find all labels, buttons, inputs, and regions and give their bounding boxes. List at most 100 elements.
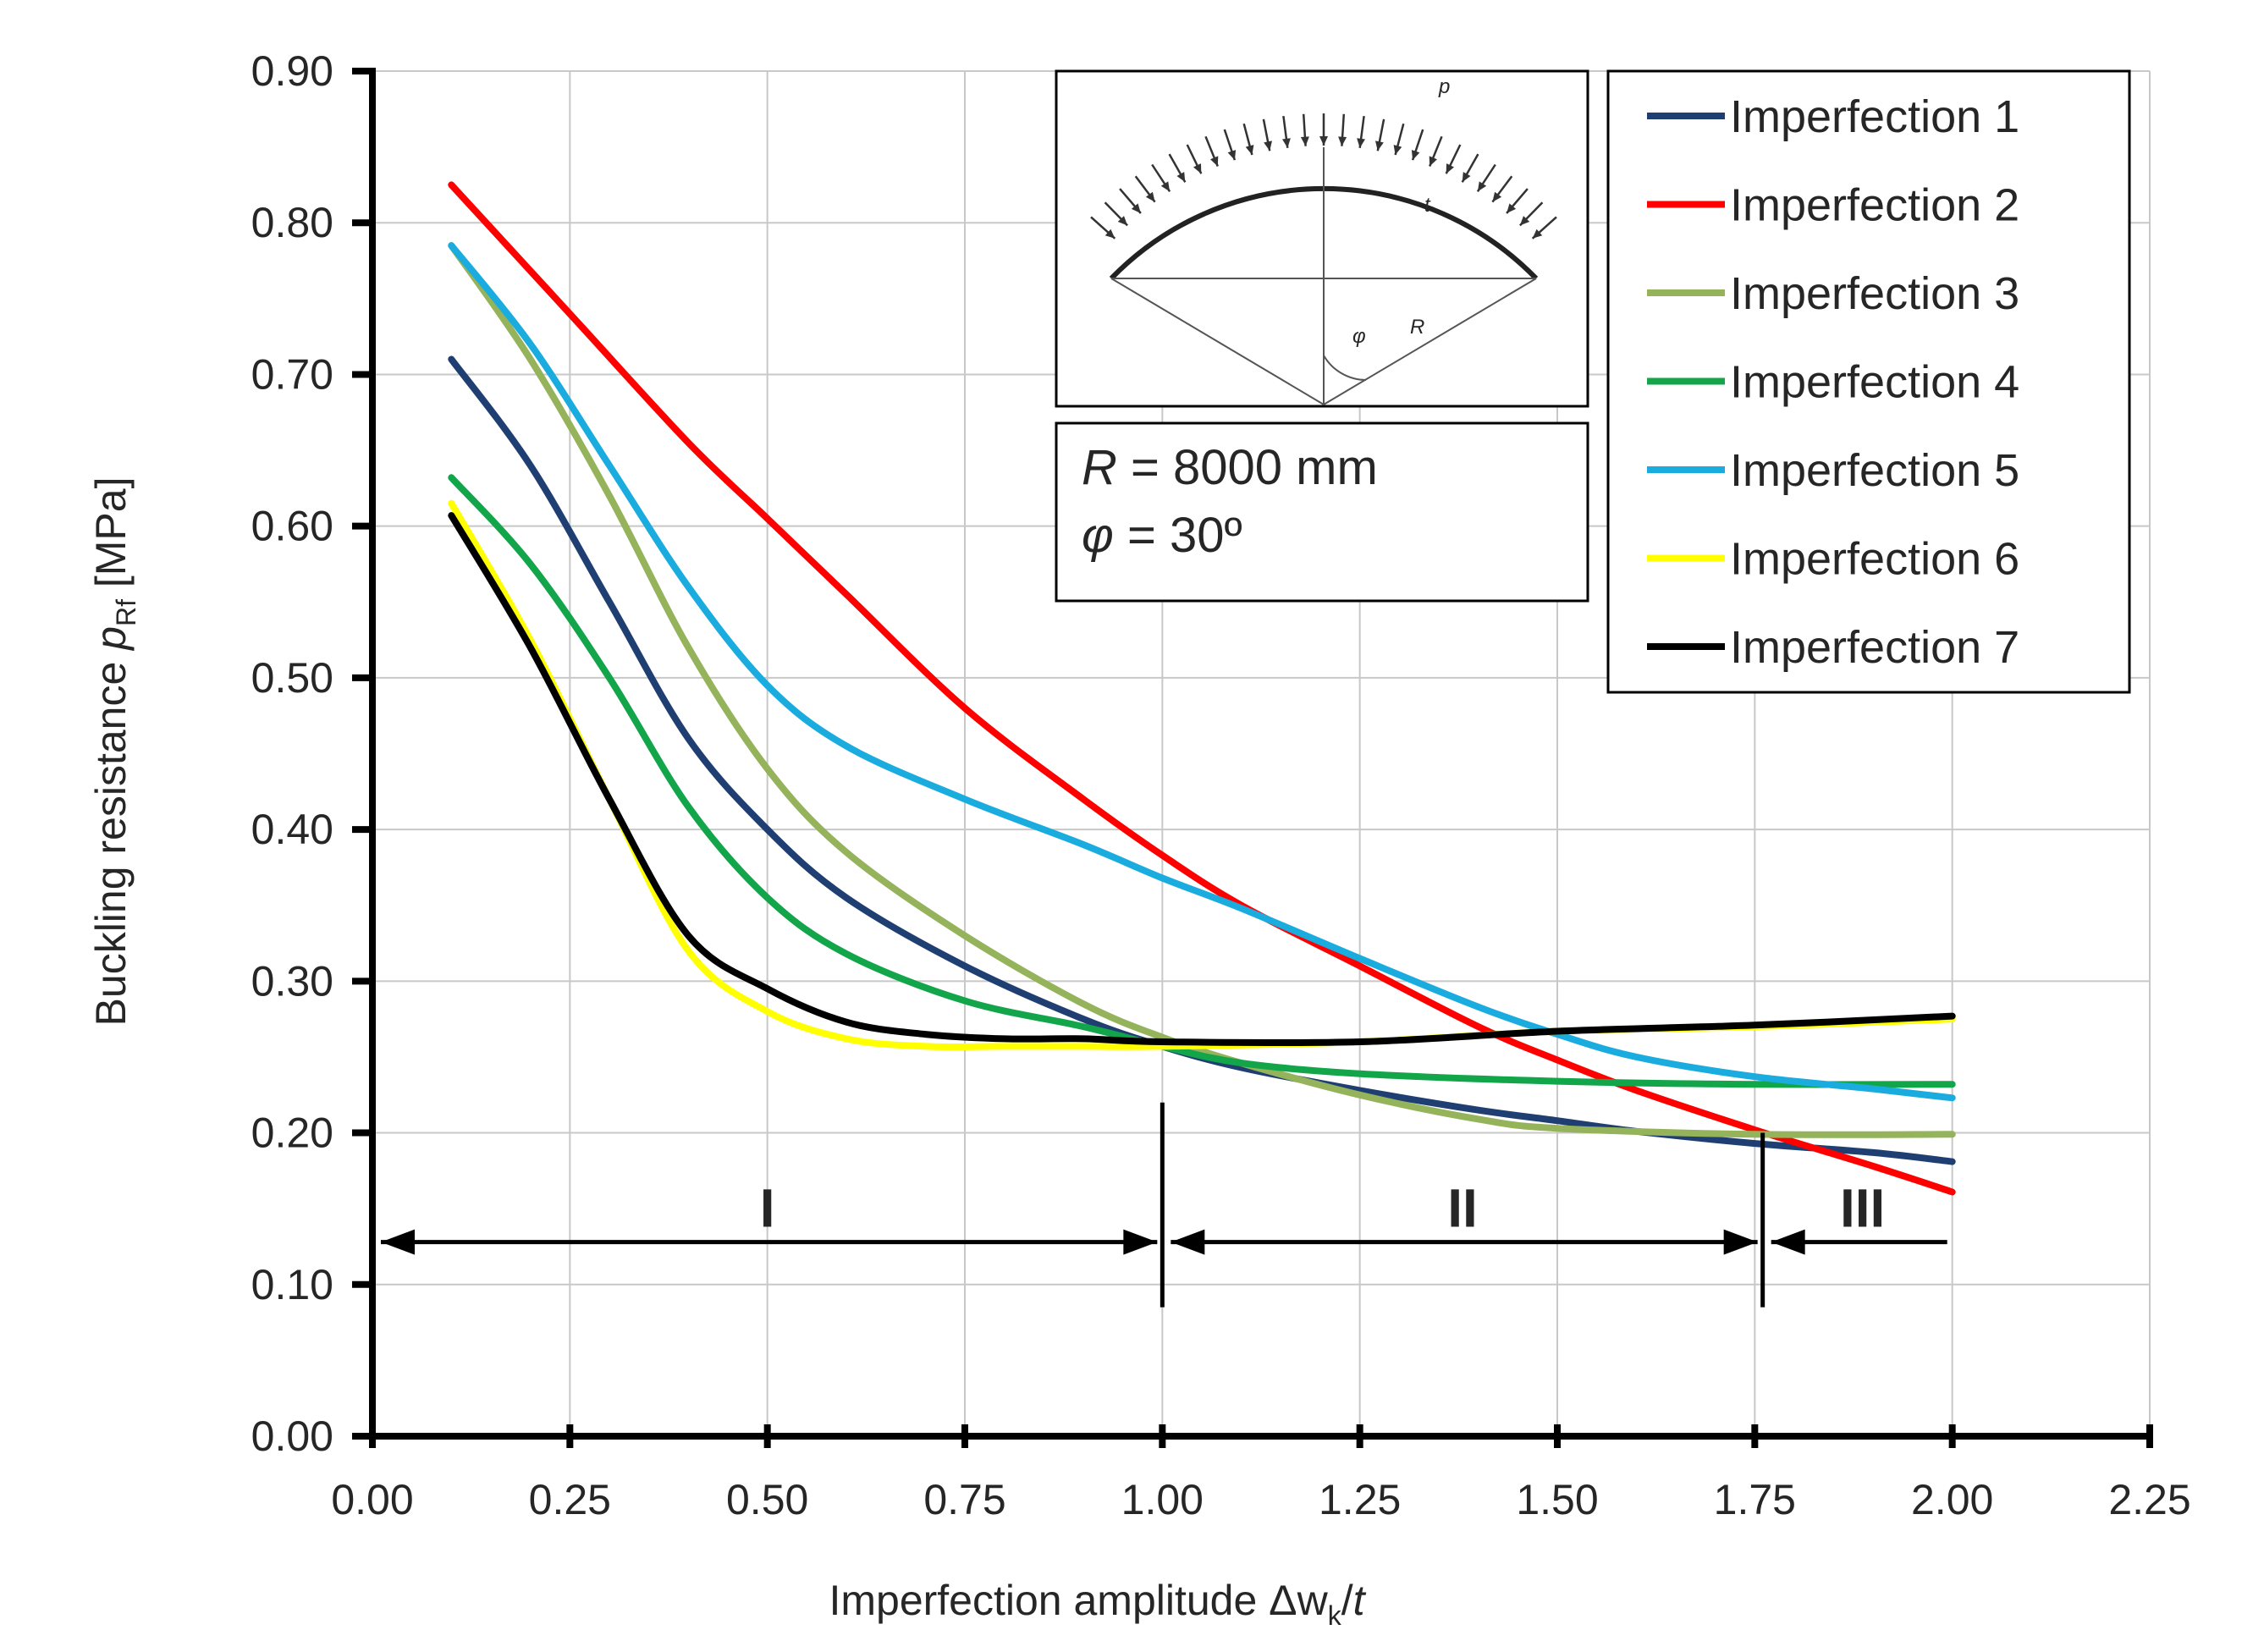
param-radius: R = 8000 mm xyxy=(1082,440,1378,495)
x-tick-label: 1.25 xyxy=(1319,1476,1401,1523)
pressure-arrowhead xyxy=(1375,140,1384,151)
pressure-arrowhead xyxy=(1193,163,1202,174)
zone-label-III: III xyxy=(1840,1178,1885,1239)
pressure-arrowhead xyxy=(1160,181,1171,192)
x-axis-title-main: Imperfection amplitude Δw xyxy=(829,1577,1328,1624)
y-tick-label: 0.60 xyxy=(251,503,333,550)
parameters-box: R = 8000 mm φ = 30º xyxy=(1055,421,1589,603)
x-tick-label: 2.00 xyxy=(1911,1476,1993,1523)
zone-annotations: I II III xyxy=(381,1102,1947,1308)
x-axis-title-slash: / xyxy=(1341,1577,1353,1624)
zone-label-II: II xyxy=(1447,1178,1478,1239)
pressure-arrowhead xyxy=(1338,136,1347,146)
zone-arrowhead-right xyxy=(1723,1229,1758,1255)
pressure-arrowhead xyxy=(1357,138,1365,148)
param-angle-symbol: φ xyxy=(1082,508,1114,563)
series-line-imperfection-4 xyxy=(448,474,1956,1088)
pressure-arrowhead xyxy=(1145,191,1155,202)
param-angle: φ = 30º xyxy=(1082,508,1242,563)
x-tick-label: 1.75 xyxy=(1714,1476,1796,1523)
pressure-arrowhead xyxy=(1176,172,1186,183)
inset-diagram-frame xyxy=(1055,69,1589,408)
arch-radius-left xyxy=(1110,278,1325,405)
arch-diagram-inset: φ R p t xyxy=(1055,69,1589,408)
x-tick-label: 1.50 xyxy=(1516,1476,1598,1523)
y-axis-title: Buckling resistance pRf [MPa] xyxy=(87,477,141,1027)
tick-labels: 0.00 0.25 0.50 0.75 1.00 1.25 1.50 1.75 2.00 2.25… xyxy=(251,47,2191,1523)
y-tick-label: 0.20 xyxy=(251,1110,333,1157)
parameters-box-frame xyxy=(1055,421,1589,603)
param-angle-value: = 30º xyxy=(1114,508,1242,563)
x-tick-label: 0.50 xyxy=(726,1476,808,1523)
pressure-arrowhead xyxy=(1477,181,1487,192)
legend: Imperfection 1 Imperfection 2 Imperfection… xyxy=(1606,69,2131,694)
pressure-arrowhead xyxy=(1319,136,1328,146)
y-tick-label: 0.00 xyxy=(251,1412,333,1460)
y-axis-title-italic: p xyxy=(87,626,135,652)
legend-items: Imperfection 1 Imperfection 2 Imperfection… xyxy=(1647,91,2019,673)
legend-label: Imperfection 5 xyxy=(1730,445,2019,496)
pressure-arrowhead xyxy=(1411,150,1420,161)
legend-label: Imperfection 2 xyxy=(1730,180,2019,231)
y-axis-title-sub: Rf xyxy=(111,599,141,626)
pressure-arrowhead xyxy=(1282,138,1291,148)
legend-label: Imperfection 7 xyxy=(1730,622,2019,673)
y-axis-title-main: Buckling resistance xyxy=(87,650,135,1027)
pressure-arrowhead xyxy=(1131,203,1141,213)
zone-label-I: I xyxy=(760,1178,775,1239)
x-tick-label: 0.75 xyxy=(923,1476,1005,1523)
axes xyxy=(352,68,2153,1448)
y-tick-label: 0.10 xyxy=(251,1261,333,1308)
series-line-imperfection-7 xyxy=(448,512,1956,1047)
inset-phi-label: φ xyxy=(1352,325,1366,348)
pressure-arrowhead xyxy=(1446,163,1454,174)
pressure-arrowhead xyxy=(1393,145,1402,155)
zone-arrowhead-right xyxy=(1123,1229,1158,1255)
param-radius-symbol: R xyxy=(1082,440,1117,495)
zone-arrowhead-left xyxy=(1171,1229,1205,1255)
series-line-imperfection-2 xyxy=(448,181,1956,1196)
pressure-arrowhead xyxy=(1519,216,1530,226)
y-tick-label: 0.30 xyxy=(251,957,333,1005)
zone-arrowhead-left xyxy=(381,1229,415,1255)
x-tick-label: 1.00 xyxy=(1121,1476,1204,1523)
param-radius-value: = 8000 mm xyxy=(1117,440,1378,495)
pressure-arrowhead xyxy=(1264,140,1272,151)
pressure-arrowhead xyxy=(1492,191,1502,202)
pressure-arrowhead xyxy=(1462,172,1471,183)
zone-arrowhead-left xyxy=(1771,1229,1805,1255)
y-tick-label: 0.70 xyxy=(251,350,333,398)
legend-label: Imperfection 1 xyxy=(1730,91,2019,142)
x-axis-title-italic: t xyxy=(1353,1577,1367,1624)
pressure-arrowhead xyxy=(1227,150,1237,161)
y-tick-label: 0.80 xyxy=(251,199,333,246)
x-axis-title-sub: k xyxy=(1328,1600,1342,1631)
pressure-arrowhead xyxy=(1507,203,1517,213)
inset-p-label: p xyxy=(1438,75,1450,98)
pressure-arrowhead xyxy=(1104,229,1115,239)
series-layer xyxy=(448,181,1956,1196)
legend-label: Imperfection 6 xyxy=(1730,534,2019,585)
series-line-imperfection-3 xyxy=(448,242,1956,1138)
pressure-arrows xyxy=(1090,113,1557,240)
y-tick-label: 0.90 xyxy=(251,47,333,95)
x-axis-title: Imperfection amplitude Δwk/t xyxy=(829,1577,1366,1631)
pressure-arrowhead xyxy=(1117,216,1128,226)
inset-r-label: R xyxy=(1410,316,1424,339)
y-tick-label: 0.50 xyxy=(251,654,333,702)
legend-label: Imperfection 3 xyxy=(1730,268,2019,319)
arch-radius-right xyxy=(1323,278,1537,405)
pressure-arrowhead xyxy=(1210,156,1219,167)
angle-arc xyxy=(1323,355,1367,381)
x-tick-label: 0.00 xyxy=(331,1476,413,1523)
x-tick-label: 0.25 xyxy=(529,1476,611,1523)
pressure-arrowhead xyxy=(1300,136,1309,146)
pressure-arrowhead xyxy=(1532,229,1543,239)
inset-t-label: t xyxy=(1424,194,1431,217)
y-axis-title-tail: [MPa] xyxy=(87,477,135,599)
x-tick-label: 2.25 xyxy=(2108,1476,2190,1523)
series-line-imperfection-5 xyxy=(448,242,1956,1102)
pressure-arrowhead xyxy=(1429,156,1437,167)
y-tick-label: 0.40 xyxy=(251,806,333,853)
